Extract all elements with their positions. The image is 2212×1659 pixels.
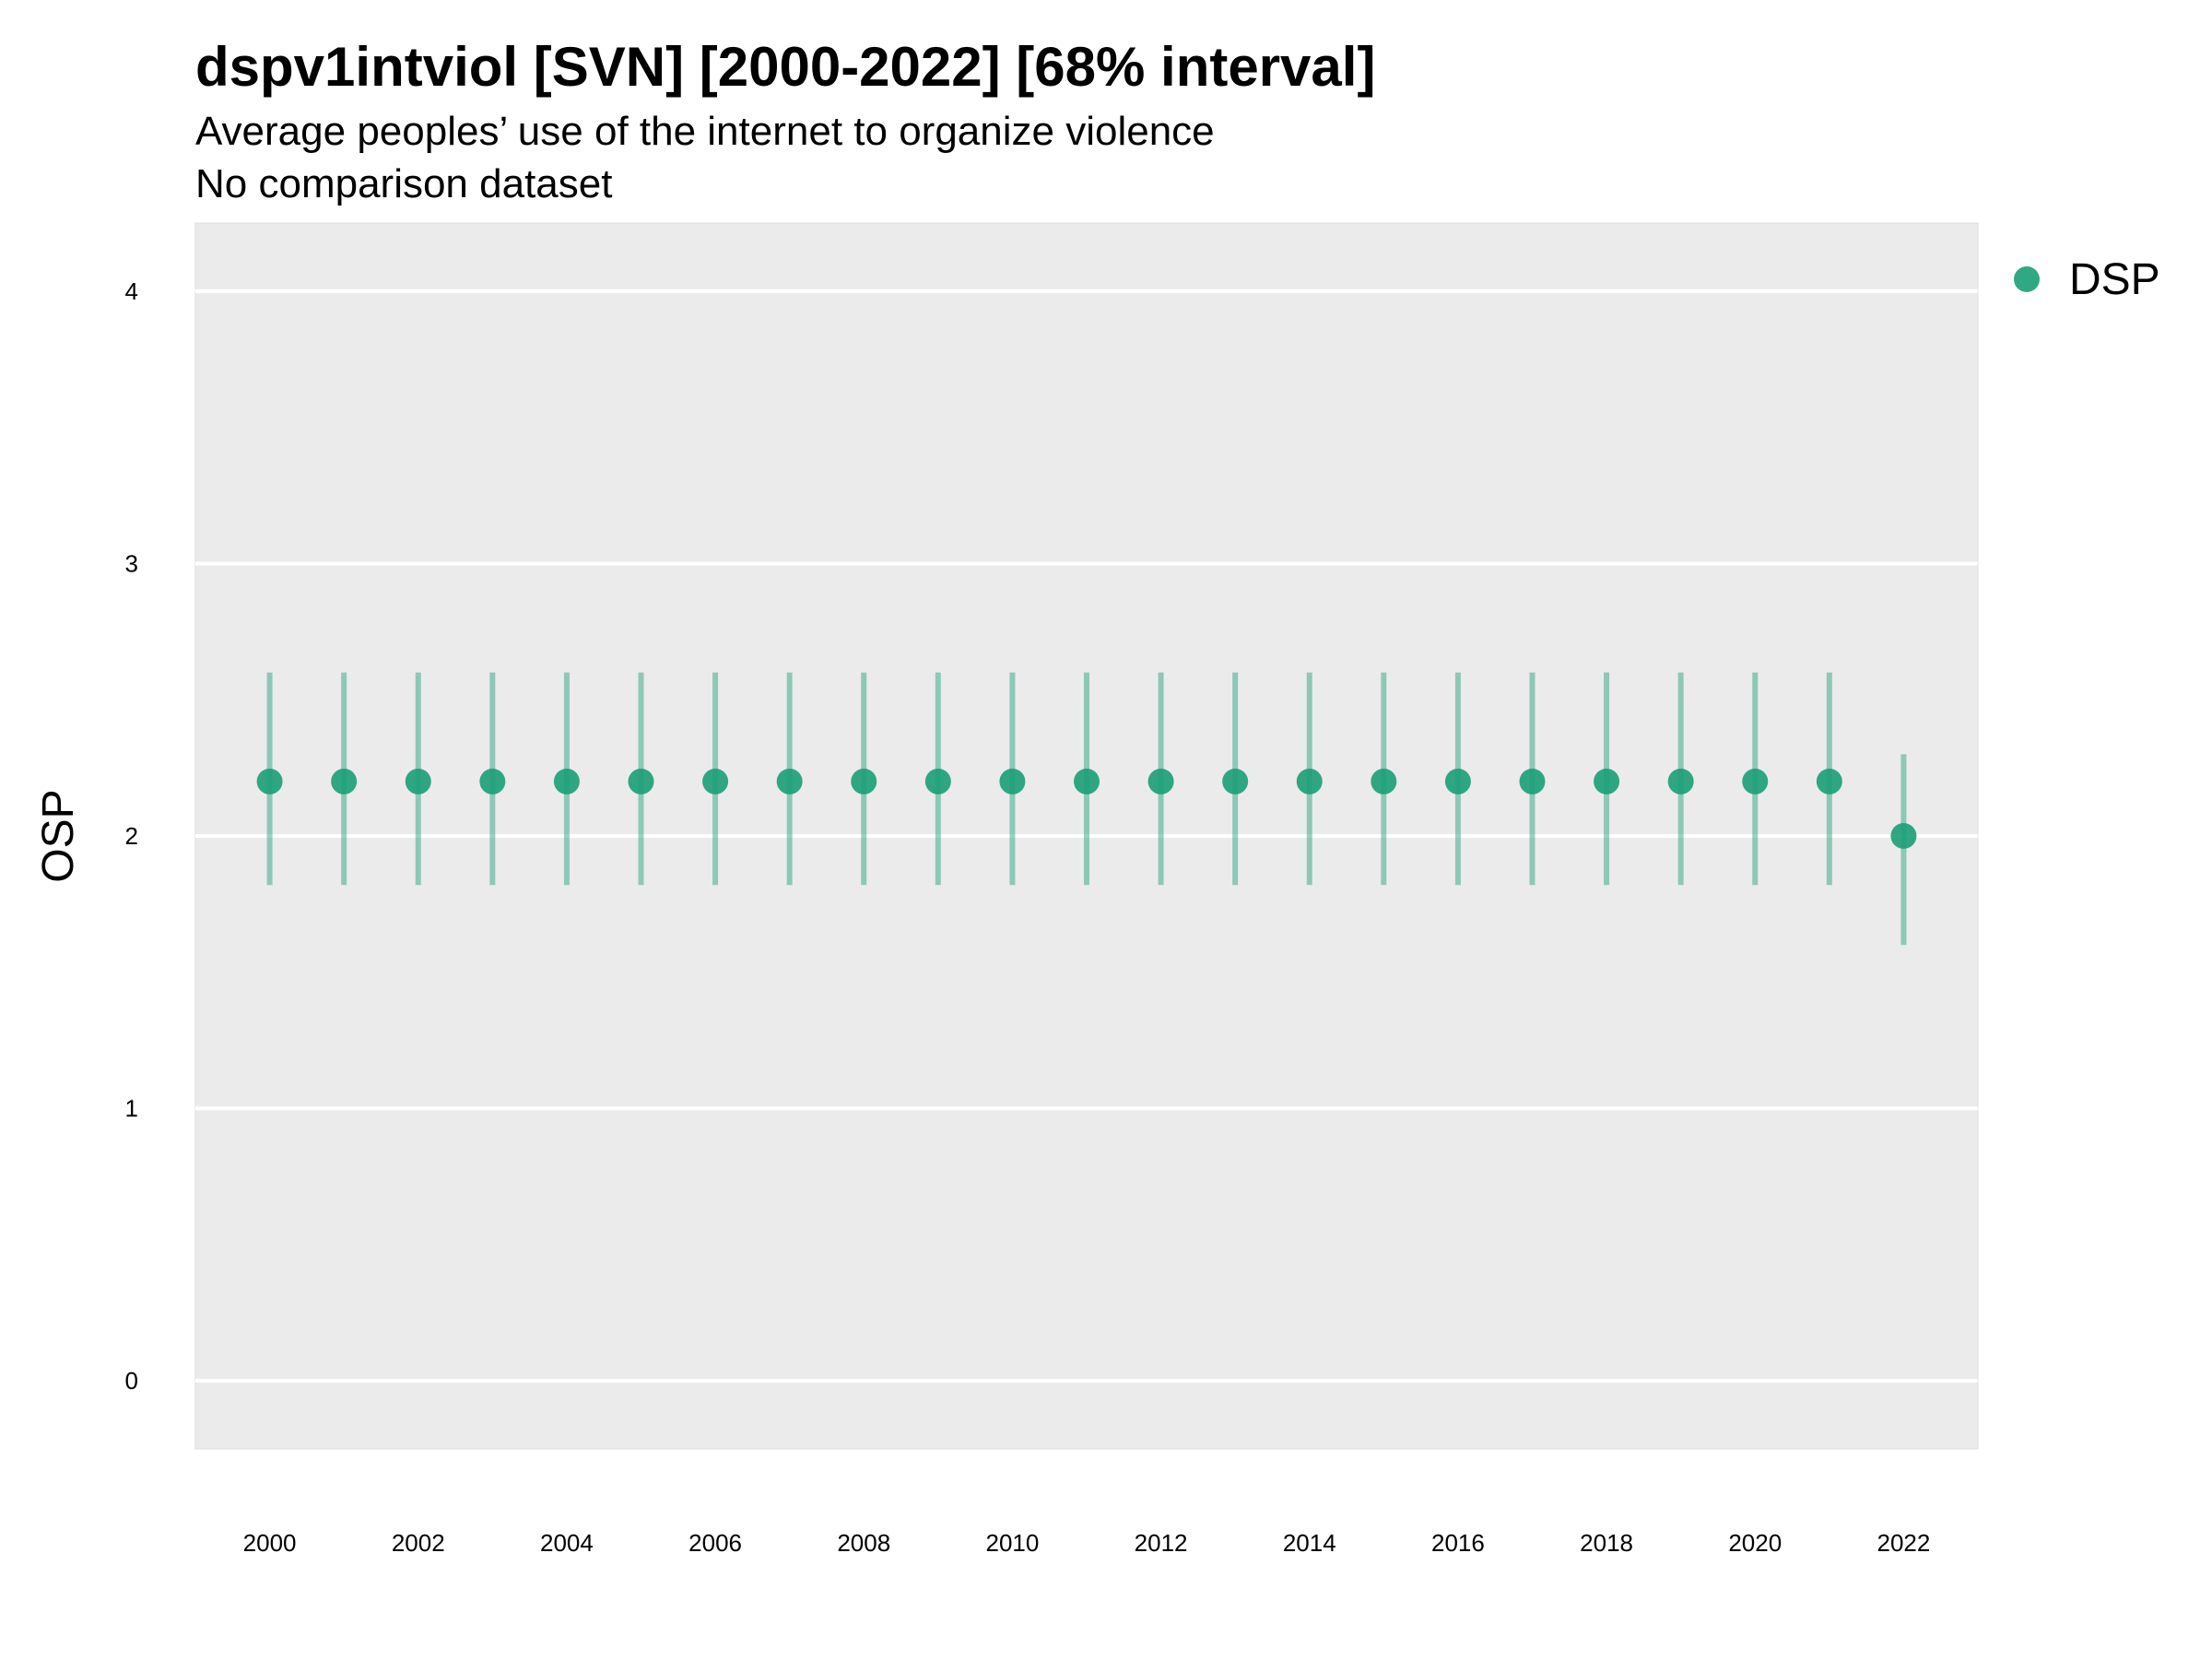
x-tick-label-2020: 2020 bbox=[1728, 1529, 1782, 1557]
data-point-2021 bbox=[1816, 768, 1842, 794]
data-point-2012 bbox=[1147, 768, 1174, 794]
data-point-2010 bbox=[999, 768, 1026, 794]
data-point-2020 bbox=[1742, 768, 1769, 794]
data-point-2018 bbox=[1594, 768, 1620, 794]
y-tick-label-1: 1 bbox=[125, 1095, 138, 1123]
data-point-2017 bbox=[1519, 768, 1546, 794]
x-tick-label-2022: 2022 bbox=[1877, 1529, 1930, 1557]
data-point-2009 bbox=[924, 768, 951, 794]
data-point-2003 bbox=[479, 768, 506, 794]
x-tick-label-2008: 2008 bbox=[837, 1529, 890, 1557]
x-tick-label-2010: 2010 bbox=[985, 1529, 1039, 1557]
data-point-2008 bbox=[851, 768, 877, 794]
data-point-2016 bbox=[1444, 768, 1471, 794]
data-point-2011 bbox=[1074, 768, 1100, 794]
data-point-2022 bbox=[1890, 823, 1917, 849]
y-tick-label-2: 2 bbox=[125, 822, 138, 850]
data-point-2013 bbox=[1222, 768, 1249, 794]
x-tick-label-2012: 2012 bbox=[1135, 1529, 1188, 1557]
x-tick-label-2006: 2006 bbox=[688, 1529, 742, 1557]
x-tick-labels: 2000 2002 2004 2006 2008 2010 2012 2014 2016 2018… bbox=[243, 1529, 1931, 1557]
y-tick-label-4: 4 bbox=[125, 277, 138, 305]
grid-lines bbox=[195, 288, 1978, 1383]
y-tick-labels: 0 1 2 3 4 bbox=[125, 277, 138, 1394]
data-point-2005 bbox=[628, 768, 654, 794]
chart-title: dspv1intviol [SVN] [2000-2022] [68% inte… bbox=[195, 36, 1376, 98]
x-tick-label-2018: 2018 bbox=[1580, 1529, 1633, 1557]
data-point-2015 bbox=[1371, 768, 1397, 794]
chart-subtitle-line-1: Average peoples’ use of the internet to … bbox=[195, 109, 1215, 154]
x-tick-label-2014: 2014 bbox=[1283, 1529, 1336, 1557]
data-points bbox=[256, 768, 1917, 849]
legend: DSP bbox=[2014, 255, 2160, 304]
data-point-2002 bbox=[405, 768, 431, 794]
data-point-2019 bbox=[1667, 768, 1694, 794]
data-point-2014 bbox=[1296, 768, 1323, 794]
x-tick-label-2000: 2000 bbox=[243, 1529, 297, 1557]
x-tick-label-2002: 2002 bbox=[392, 1529, 445, 1557]
y-tick-label-3: 3 bbox=[125, 549, 138, 577]
y-tick-label-0: 0 bbox=[125, 1367, 138, 1394]
legend-label-dsp: DSP bbox=[2069, 255, 2160, 304]
legend-marker-dsp bbox=[2014, 266, 2040, 292]
chart-subtitle-line-2: No comparison dataset bbox=[195, 161, 613, 207]
y-axis-title: OSP bbox=[34, 789, 83, 882]
x-tick-label-2004: 2004 bbox=[540, 1529, 594, 1557]
data-point-2001 bbox=[331, 768, 358, 794]
data-point-2006 bbox=[702, 768, 729, 794]
data-point-2007 bbox=[776, 768, 803, 794]
data-point-2000 bbox=[256, 768, 283, 794]
data-point-2004 bbox=[553, 768, 580, 794]
chart-subtitle: Average peoples’ use of the internet to … bbox=[195, 105, 1215, 210]
x-tick-label-2016: 2016 bbox=[1431, 1529, 1485, 1557]
